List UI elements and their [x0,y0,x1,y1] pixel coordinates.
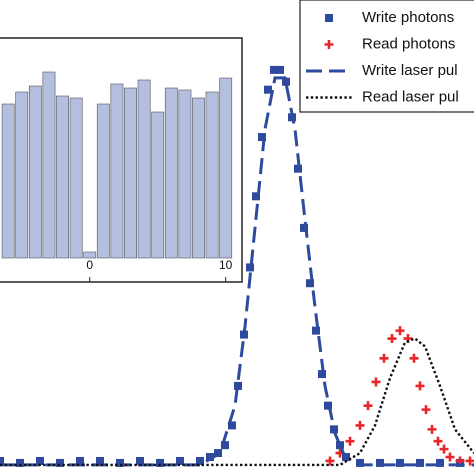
square-marker [436,458,444,467]
plus-marker [325,456,335,466]
square-marker [264,85,272,94]
legend-label: Read photons [362,35,455,52]
square-marker [258,133,266,142]
plus-marker [427,424,437,434]
bar [219,77,233,259]
bar [28,85,42,259]
legend-label: Write photons [362,9,454,26]
square-marker [136,456,144,465]
square-marker [246,263,254,272]
square-marker [240,330,248,339]
square-marker [300,223,308,232]
square-marker [276,65,284,74]
square-marker [356,458,364,467]
square-marker [312,326,320,335]
plus-marker [433,436,443,446]
bar [178,89,192,259]
main-plot [0,65,474,467]
bar [42,71,56,259]
square-marker [206,453,214,462]
plus-marker [345,436,355,446]
bar [15,91,29,259]
plus-marker [371,377,381,387]
square-marker [176,456,184,465]
plus-marker [387,334,397,344]
plus-marker [355,420,365,430]
square-marker [16,458,24,467]
square-marker [336,441,344,450]
square-marker [156,458,164,467]
square-marker [196,456,204,465]
plus-marker [324,40,334,49]
legend: Write photons Read photons Write laser pul… [299,0,474,113]
square-marker [282,77,290,86]
plus-marker [363,401,373,411]
bar [1,103,15,259]
plus-marker [379,353,389,363]
square-marker [96,456,104,465]
square-marker [325,14,333,22]
plus-marker [445,452,455,462]
line-series [0,337,474,467]
plus-marker [409,353,419,363]
bar [124,87,137,259]
bar [137,79,151,259]
square-marker [116,458,124,467]
square-marker [396,458,404,467]
square-marker [228,421,236,430]
bar [96,103,110,259]
plus-marker [415,381,425,391]
x-tick-label: 10 [219,258,233,272]
square-marker [252,192,260,201]
bar [151,111,165,259]
square-marker [306,279,314,288]
square-marker [36,456,44,465]
bar [69,97,83,259]
bar [83,251,97,259]
bar [192,97,205,259]
square-marker [416,458,424,467]
square-marker [76,456,84,465]
inset-plot: 0 10 [0,37,243,283]
plus-marker [395,326,405,336]
square-marker [0,456,4,465]
legend-label: Write laser pul [362,62,458,79]
bar [205,91,219,259]
legend-label: Read laser pul [362,88,459,105]
bar [164,87,178,259]
square-marker [376,458,384,467]
bar [56,95,69,259]
square-marker [270,65,278,74]
line-series [0,76,474,467]
square-marker [56,458,64,467]
square-marker [234,381,242,390]
x-tick-label: 0 [86,258,93,272]
plus-marker [421,405,431,415]
square-marker [221,441,229,450]
bar [110,83,124,259]
plus-marker [465,456,474,466]
plus-marker [439,444,449,454]
